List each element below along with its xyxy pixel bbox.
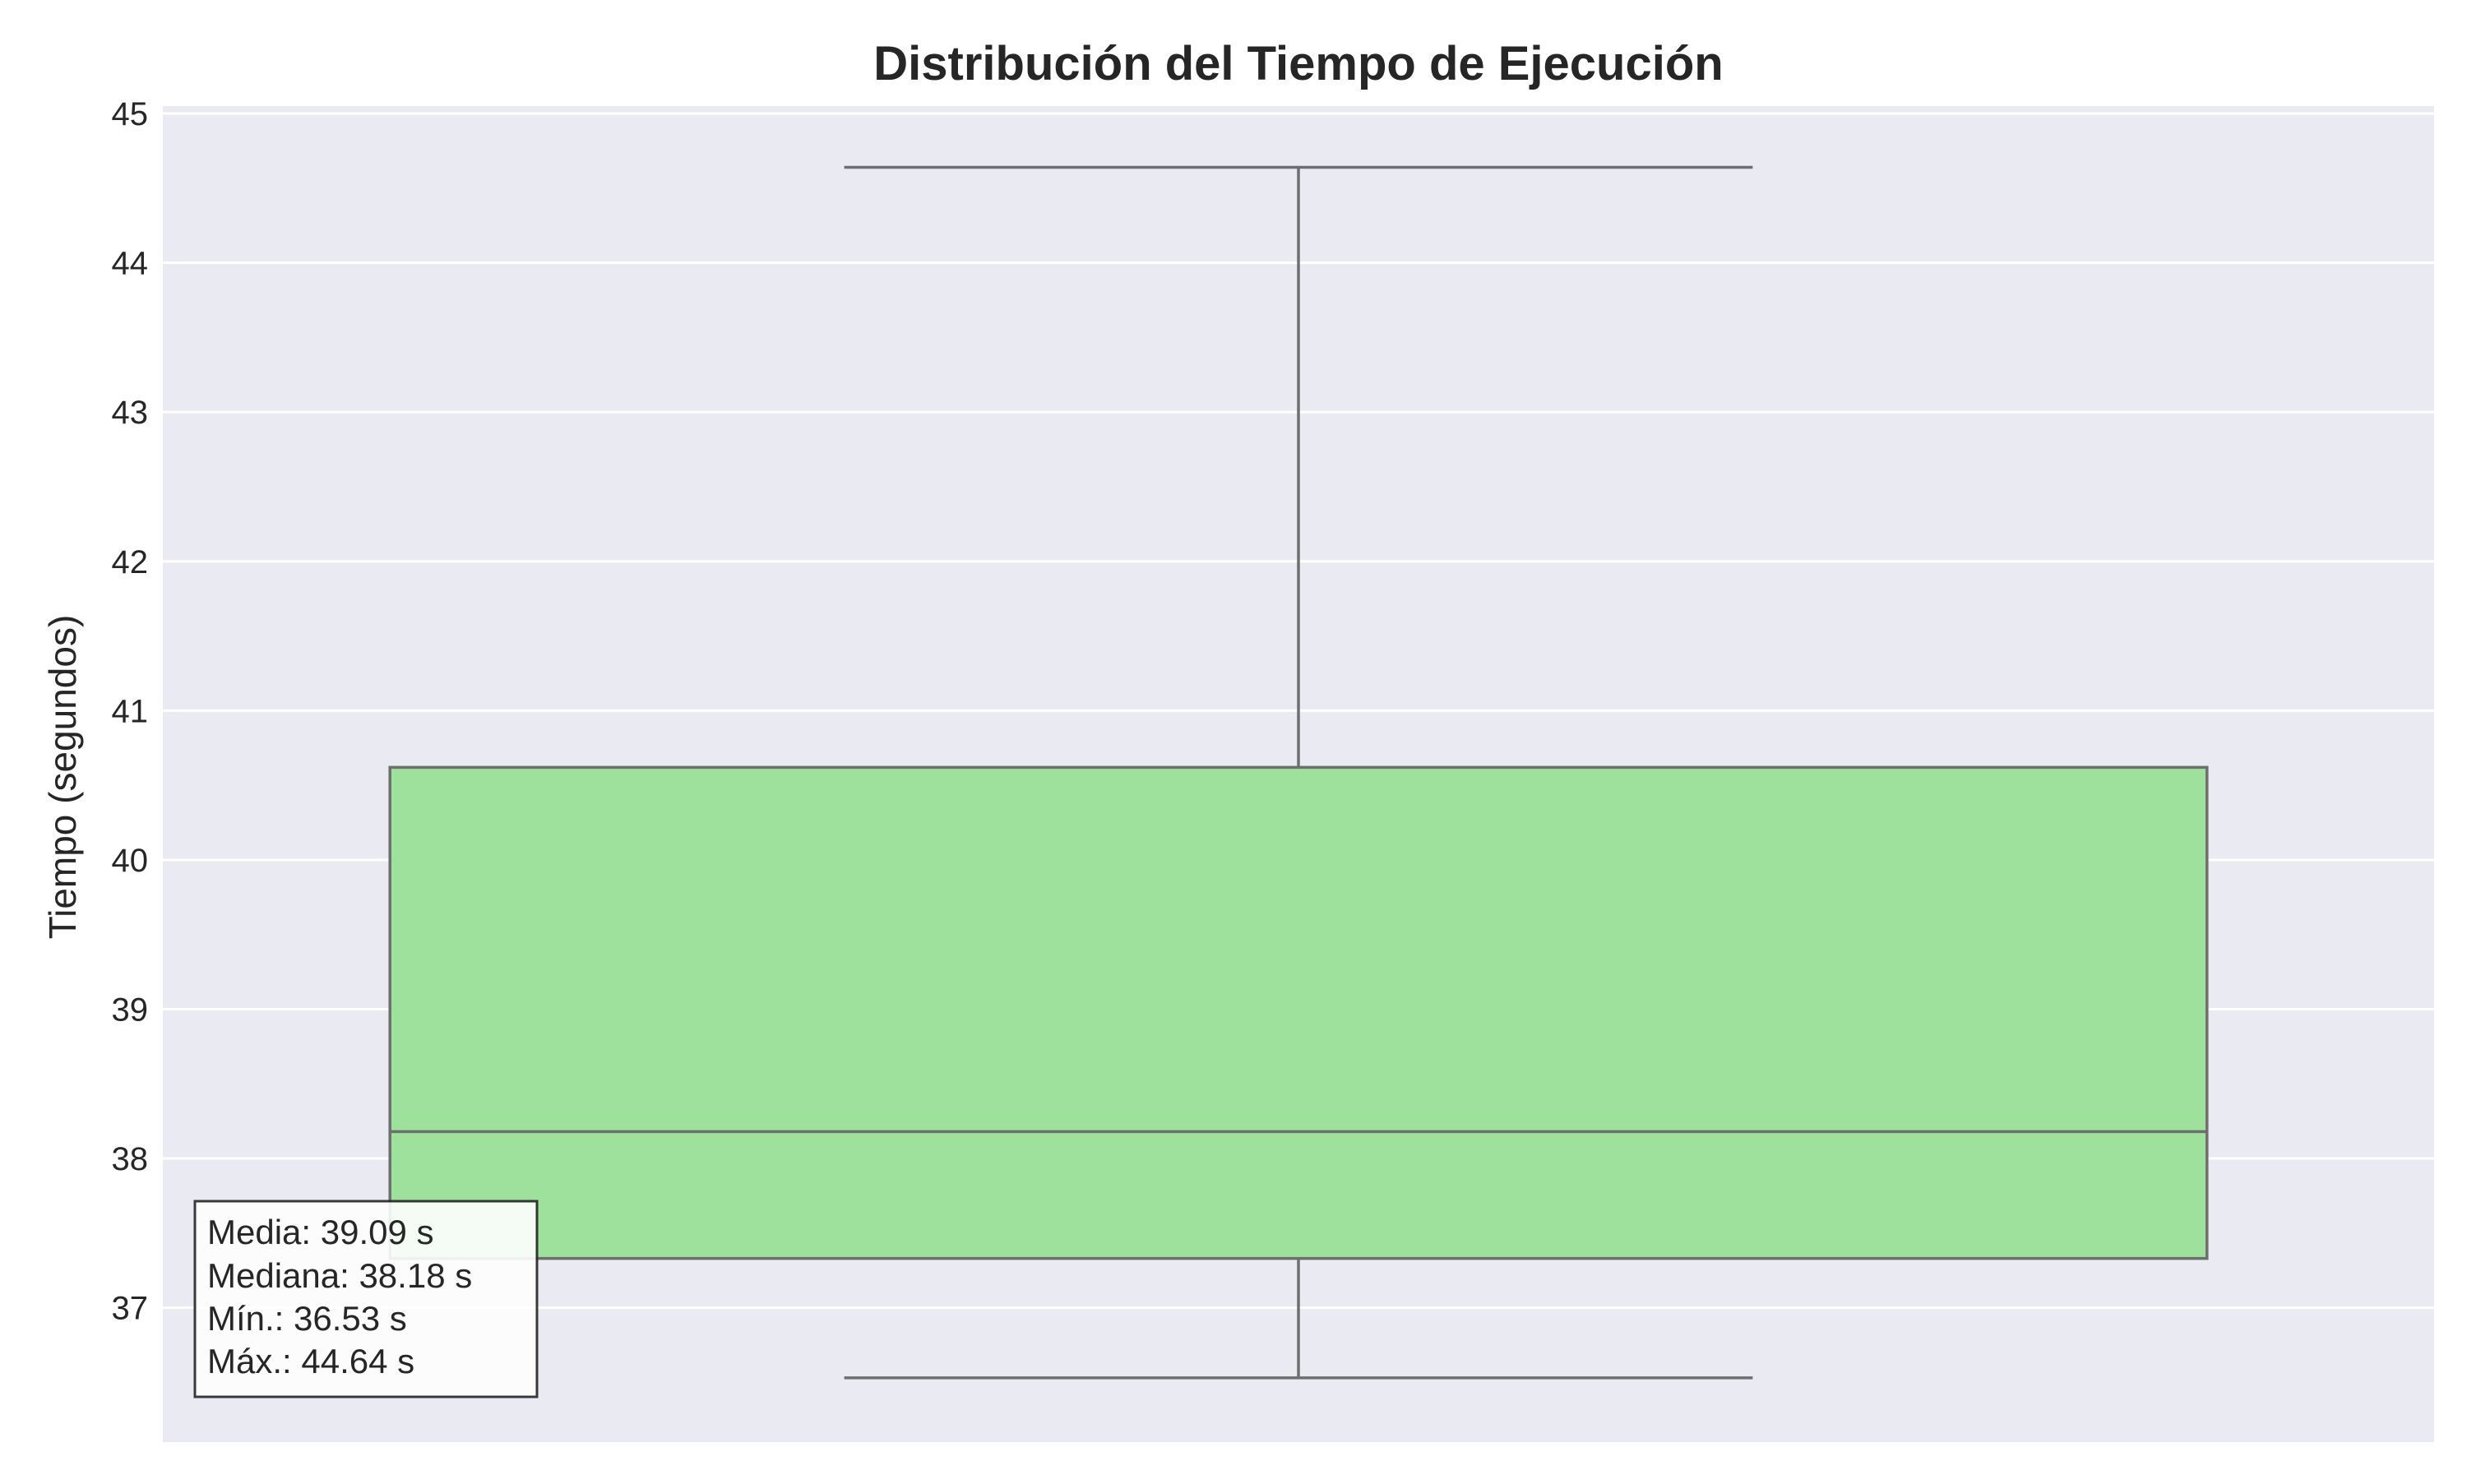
iqr-box [388, 765, 2209, 1260]
box-plot [388, 165, 2209, 1380]
y-tick-label-45: 45 [112, 96, 149, 132]
stats-max: Máx.: 44.64 s [207, 1342, 414, 1380]
stats-mean: Media: 39.09 s [207, 1213, 434, 1251]
y-tick-label-41: 41 [112, 693, 149, 729]
y-tick-label-38: 38 [112, 1141, 149, 1177]
y-tick-label-37: 37 [112, 1291, 149, 1327]
y-tick-labels: 37 38 39 40 41 42 43 44 45 [112, 96, 149, 1327]
y-tick-label-43: 43 [112, 395, 149, 431]
y-tick-label-39: 39 [112, 992, 149, 1028]
y-tick-label-42: 42 [112, 544, 149, 580]
y-tick-label-40: 40 [112, 843, 149, 879]
stats-annotation-box: Media: 39.09 s Mediana: 38.18 s Mín.: 36… [193, 1200, 539, 1398]
y-tick-label-44: 44 [112, 246, 149, 282]
stats-min: Mín.: 36.53 s [207, 1299, 407, 1338]
chart-title: Distribución del Tiempo de Ejecución [873, 37, 1723, 90]
y-axis-label: Tiempo (segundos) [41, 615, 84, 940]
stats-box-background [193, 1200, 539, 1398]
stats-median: Mediana: 38.18 s [207, 1256, 472, 1295]
